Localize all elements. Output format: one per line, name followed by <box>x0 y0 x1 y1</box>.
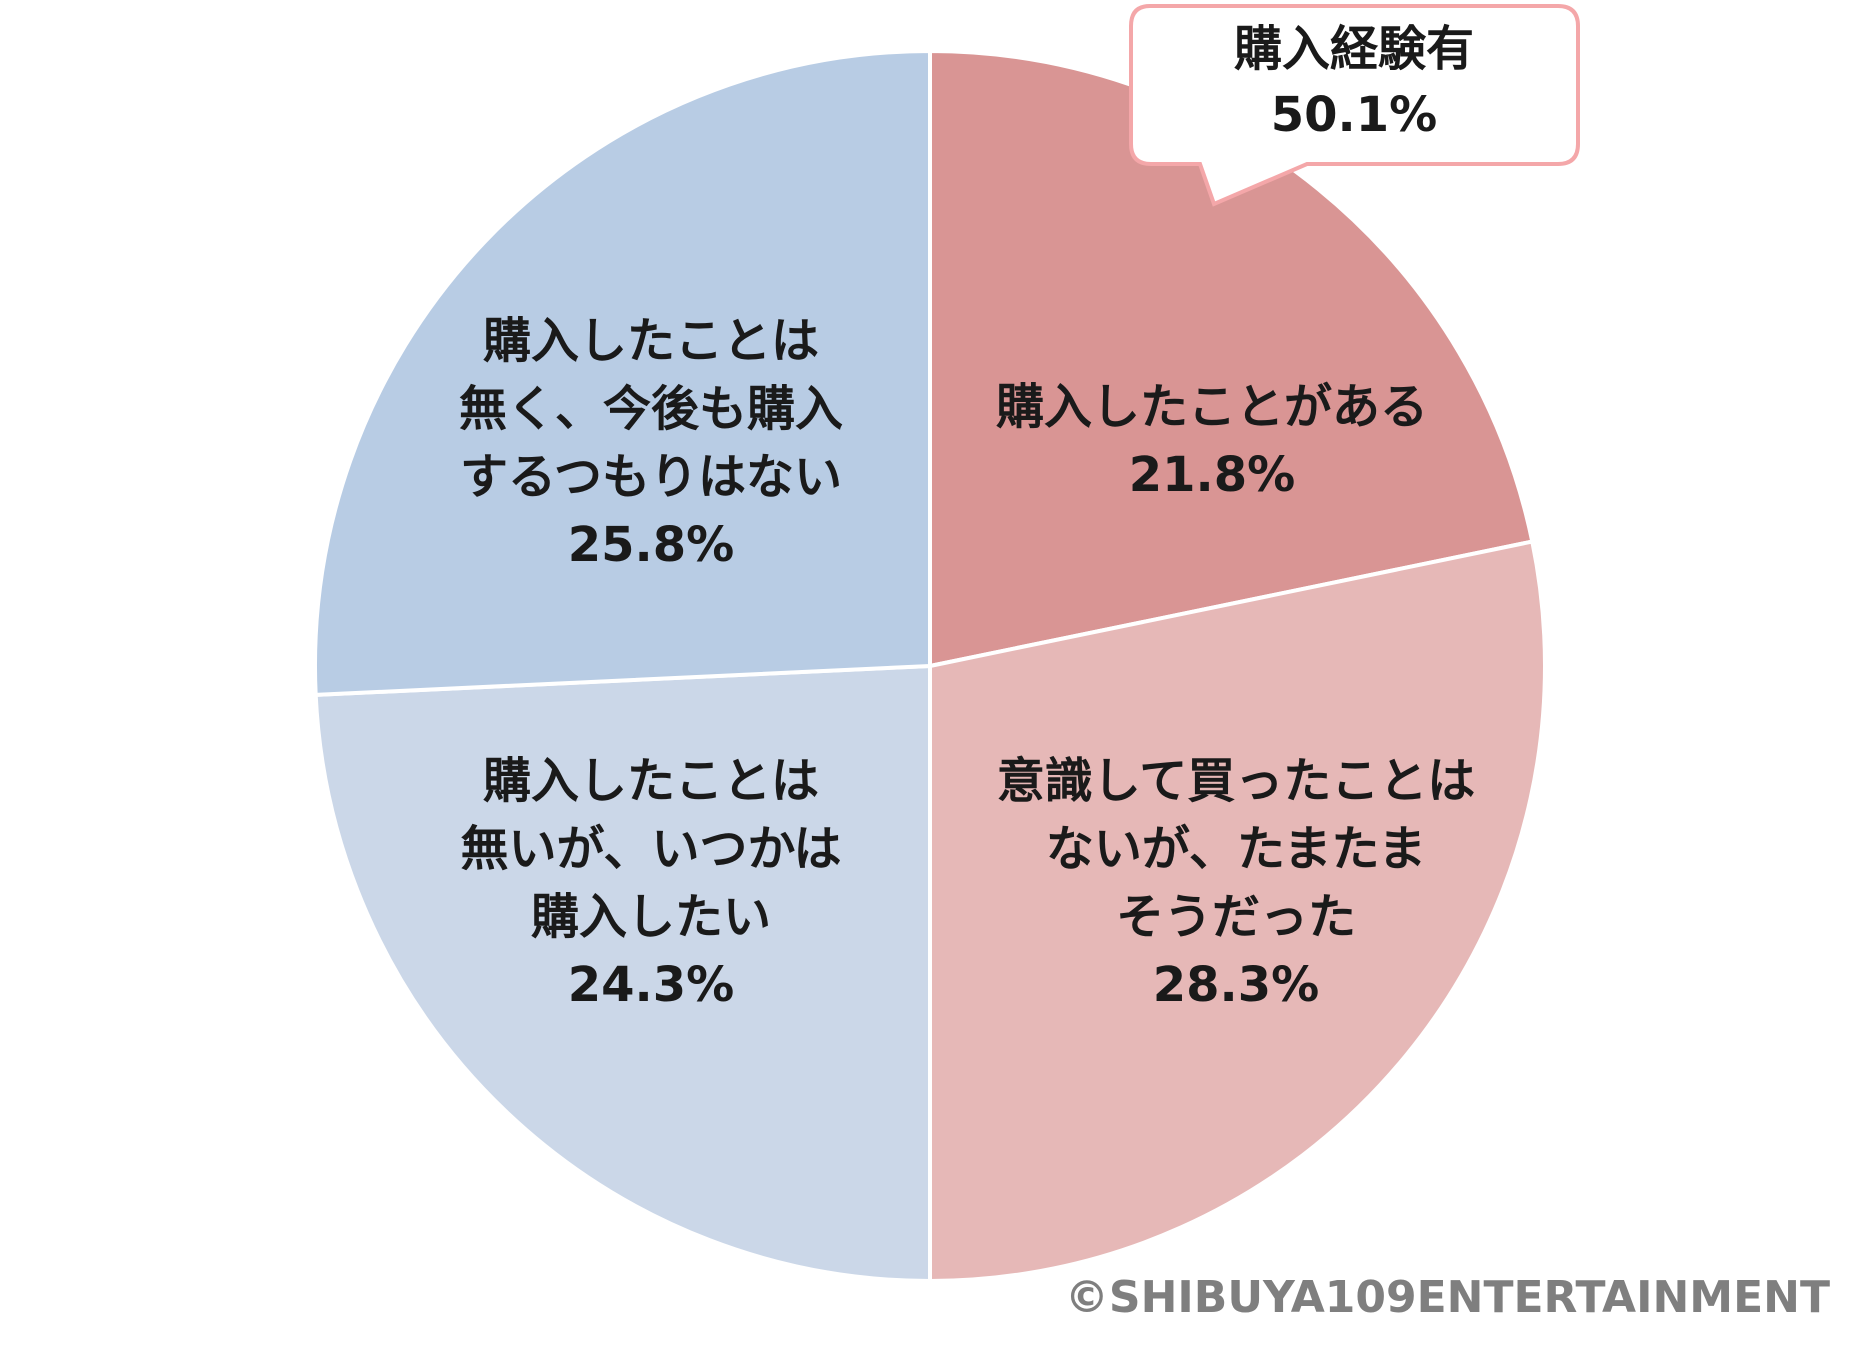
slice-label: そうだった <box>1116 889 1356 945</box>
copyright: ©SHIBUYA109ENTERTAINMENT <box>1065 1272 1830 1323</box>
slice-label: 購入したことは <box>483 753 819 809</box>
slice-label: 無いが、いつかは <box>460 821 841 877</box>
slice-label: 購入したい <box>531 889 771 945</box>
slice-value: 28.3% <box>1153 957 1320 1013</box>
slice-label: 購入したことは <box>483 313 819 369</box>
slice-label: 無く、今後も購入 <box>459 381 843 437</box>
pie-slice <box>928 48 1535 669</box>
callout-box <box>1129 4 1580 207</box>
callout: 購入経験有 50.1% <box>1129 4 1580 207</box>
slice-value: 25.8% <box>568 517 735 573</box>
slice-value: 24.3% <box>568 957 735 1013</box>
pie-slice <box>928 539 1547 1284</box>
slice-label: 意識して買ったことは <box>997 753 1476 809</box>
slice-label: ないが、たまたま <box>1046 821 1426 877</box>
callout-value: 50.1% <box>1271 87 1438 143</box>
callout-title: 購入経験有 <box>1234 21 1474 77</box>
slice-label: するつもりはない <box>460 449 842 505</box>
pie-slice <box>313 663 932 1284</box>
pie <box>313 48 1547 1284</box>
slice-value: 21.8% <box>1129 447 1296 503</box>
pie-slice <box>313 48 932 698</box>
slice-label: 購入したことがある <box>996 379 1428 435</box>
